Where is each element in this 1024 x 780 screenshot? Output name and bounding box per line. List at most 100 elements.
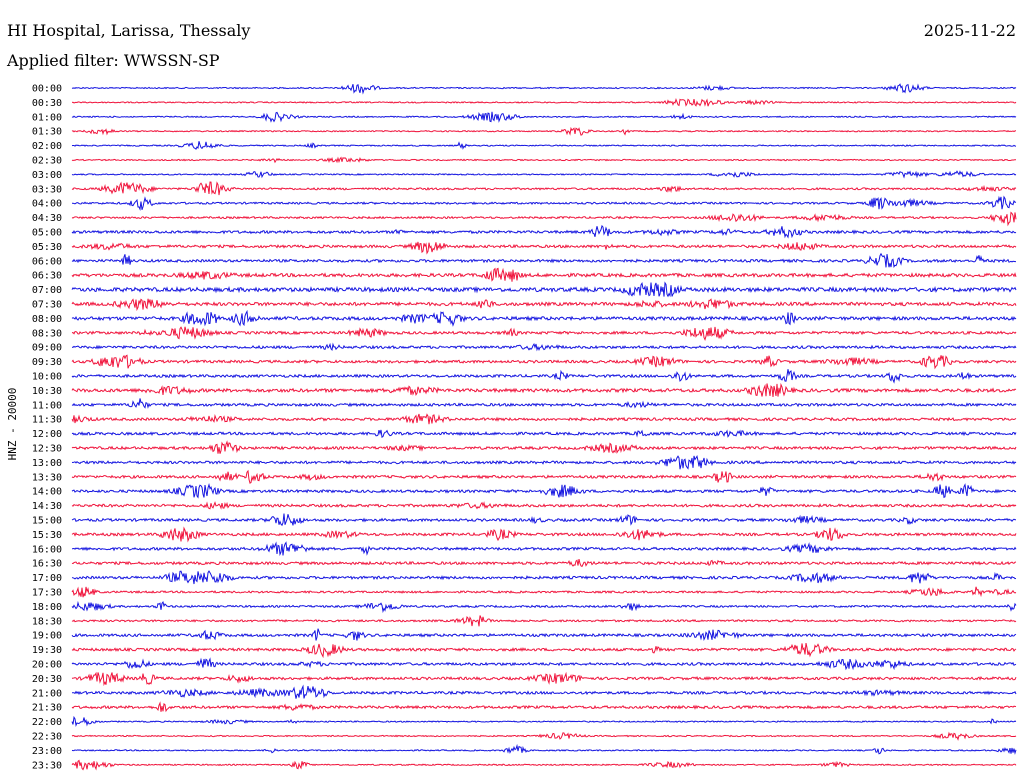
date-label: 2025-11-22 (923, 21, 1016, 40)
trace-line (71, 281, 1017, 298)
row-time-label: 21:00 (32, 688, 62, 699)
filter-label: Applied filter: WWSSN-SP (7, 51, 220, 70)
row-time-label: 20:30 (32, 674, 62, 685)
row-time-label: 06:30 (32, 271, 62, 282)
row-time-label: 07:00 (32, 285, 62, 296)
trace-line (71, 469, 1017, 484)
trace-line (71, 267, 1017, 282)
row-time-label: 09:30 (32, 357, 62, 368)
row-time-label: 01:00 (32, 112, 62, 123)
trace-line (71, 413, 1017, 425)
trace-line (71, 241, 1017, 255)
trace-line (71, 97, 1017, 107)
row-time-label: 13:30 (32, 472, 62, 483)
trace-line (72, 195, 1017, 212)
trace-line (71, 501, 1017, 510)
trace-line (71, 715, 1017, 727)
trace-line (71, 429, 1017, 439)
row-time-label: 02:00 (32, 141, 62, 152)
row-time-label: 14:00 (32, 487, 62, 498)
trace-line (71, 111, 1017, 123)
trace-line (71, 684, 1017, 699)
trace-line (71, 642, 1017, 659)
trace-line (71, 586, 1017, 598)
row-time-label: 04:00 (32, 199, 62, 210)
row-time-label: 18:30 (32, 616, 62, 627)
row-time-label: 15:30 (32, 530, 62, 541)
row-time-label: 17:00 (32, 573, 62, 584)
trace-line (71, 759, 1017, 771)
row-time-label: 21:30 (32, 703, 62, 714)
row-time-label: 02:30 (32, 156, 62, 167)
trace-line (71, 309, 1017, 327)
station-title: HI Hospital, Larissa, Thessaly (7, 21, 251, 40)
row-time-label: 17:30 (32, 588, 62, 599)
row-time-label: 05:30 (32, 242, 62, 253)
trace-line (71, 628, 1017, 641)
trace-line (71, 483, 1017, 499)
row-time-label: 16:30 (32, 559, 62, 570)
trace-line (71, 382, 1017, 397)
trace-line (71, 298, 1017, 312)
trace-line (71, 156, 1017, 164)
row-time-label: 14:30 (32, 501, 62, 512)
trace-line (71, 440, 1017, 454)
y-axis-label: HNZ - 20000 (6, 388, 19, 461)
trace-line (71, 126, 1017, 136)
row-time-label: 00:30 (32, 98, 62, 109)
trace-line (71, 743, 1017, 755)
row-time-label: 01:30 (32, 127, 62, 138)
row-time-label: 15:00 (32, 516, 62, 527)
row-time-label: 08:30 (32, 328, 62, 339)
trace-line (71, 657, 1017, 671)
trace-line (71, 731, 1017, 741)
trace-line (71, 181, 1017, 196)
trace-line (71, 454, 1017, 470)
trace-line (71, 570, 1017, 585)
row-time-label: 19:00 (32, 631, 62, 642)
trace-line (71, 513, 1016, 527)
row-time-label: 05:00 (32, 228, 62, 239)
row-time-label: 07:30 (32, 300, 62, 311)
row-time-label: 13:00 (32, 458, 62, 469)
row-time-label: 06:00 (32, 256, 62, 267)
row-time-label: 11:30 (32, 415, 62, 426)
trace-line (71, 211, 1017, 227)
row-time-label: 20:00 (32, 660, 62, 671)
row-time-label: 00:00 (32, 84, 62, 95)
trace-line (71, 526, 1017, 543)
trace-line (71, 398, 1017, 409)
row-time-label: 03:00 (32, 170, 62, 181)
trace-line (71, 170, 1017, 179)
row-time-label: 18:00 (32, 602, 62, 613)
row-time-label: 12:00 (32, 429, 62, 440)
row-time-label: 10:00 (32, 372, 62, 383)
trace-line (71, 671, 1017, 687)
trace-line (71, 354, 1017, 370)
trace-line (71, 541, 1017, 557)
row-time-label: 23:00 (32, 746, 62, 757)
row-time-label: 11:00 (32, 400, 62, 411)
trace-line (71, 615, 1017, 627)
trace-line (71, 224, 1017, 239)
trace-line (71, 342, 1017, 352)
row-time-label: 09:00 (32, 343, 62, 354)
trace-line (71, 600, 1017, 614)
trace-line (71, 369, 1017, 384)
row-time-label: 12:30 (32, 444, 62, 455)
row-time-label: 23:30 (32, 760, 62, 771)
row-time-label: 10:30 (32, 386, 62, 397)
row-time-label: 08:00 (32, 314, 62, 325)
row-time-label: 22:30 (32, 732, 62, 743)
row-time-label: 03:30 (32, 184, 62, 195)
row-time-label: 22:00 (32, 717, 62, 728)
row-time-label: 04:30 (32, 213, 62, 224)
trace-line (71, 141, 1017, 150)
trace-line (71, 701, 1017, 713)
trace-line (71, 83, 1017, 95)
row-time-label: 16:00 (32, 544, 62, 555)
row-time-label: 19:30 (32, 645, 62, 656)
trace-line (71, 326, 1017, 341)
trace-line (71, 558, 1017, 568)
